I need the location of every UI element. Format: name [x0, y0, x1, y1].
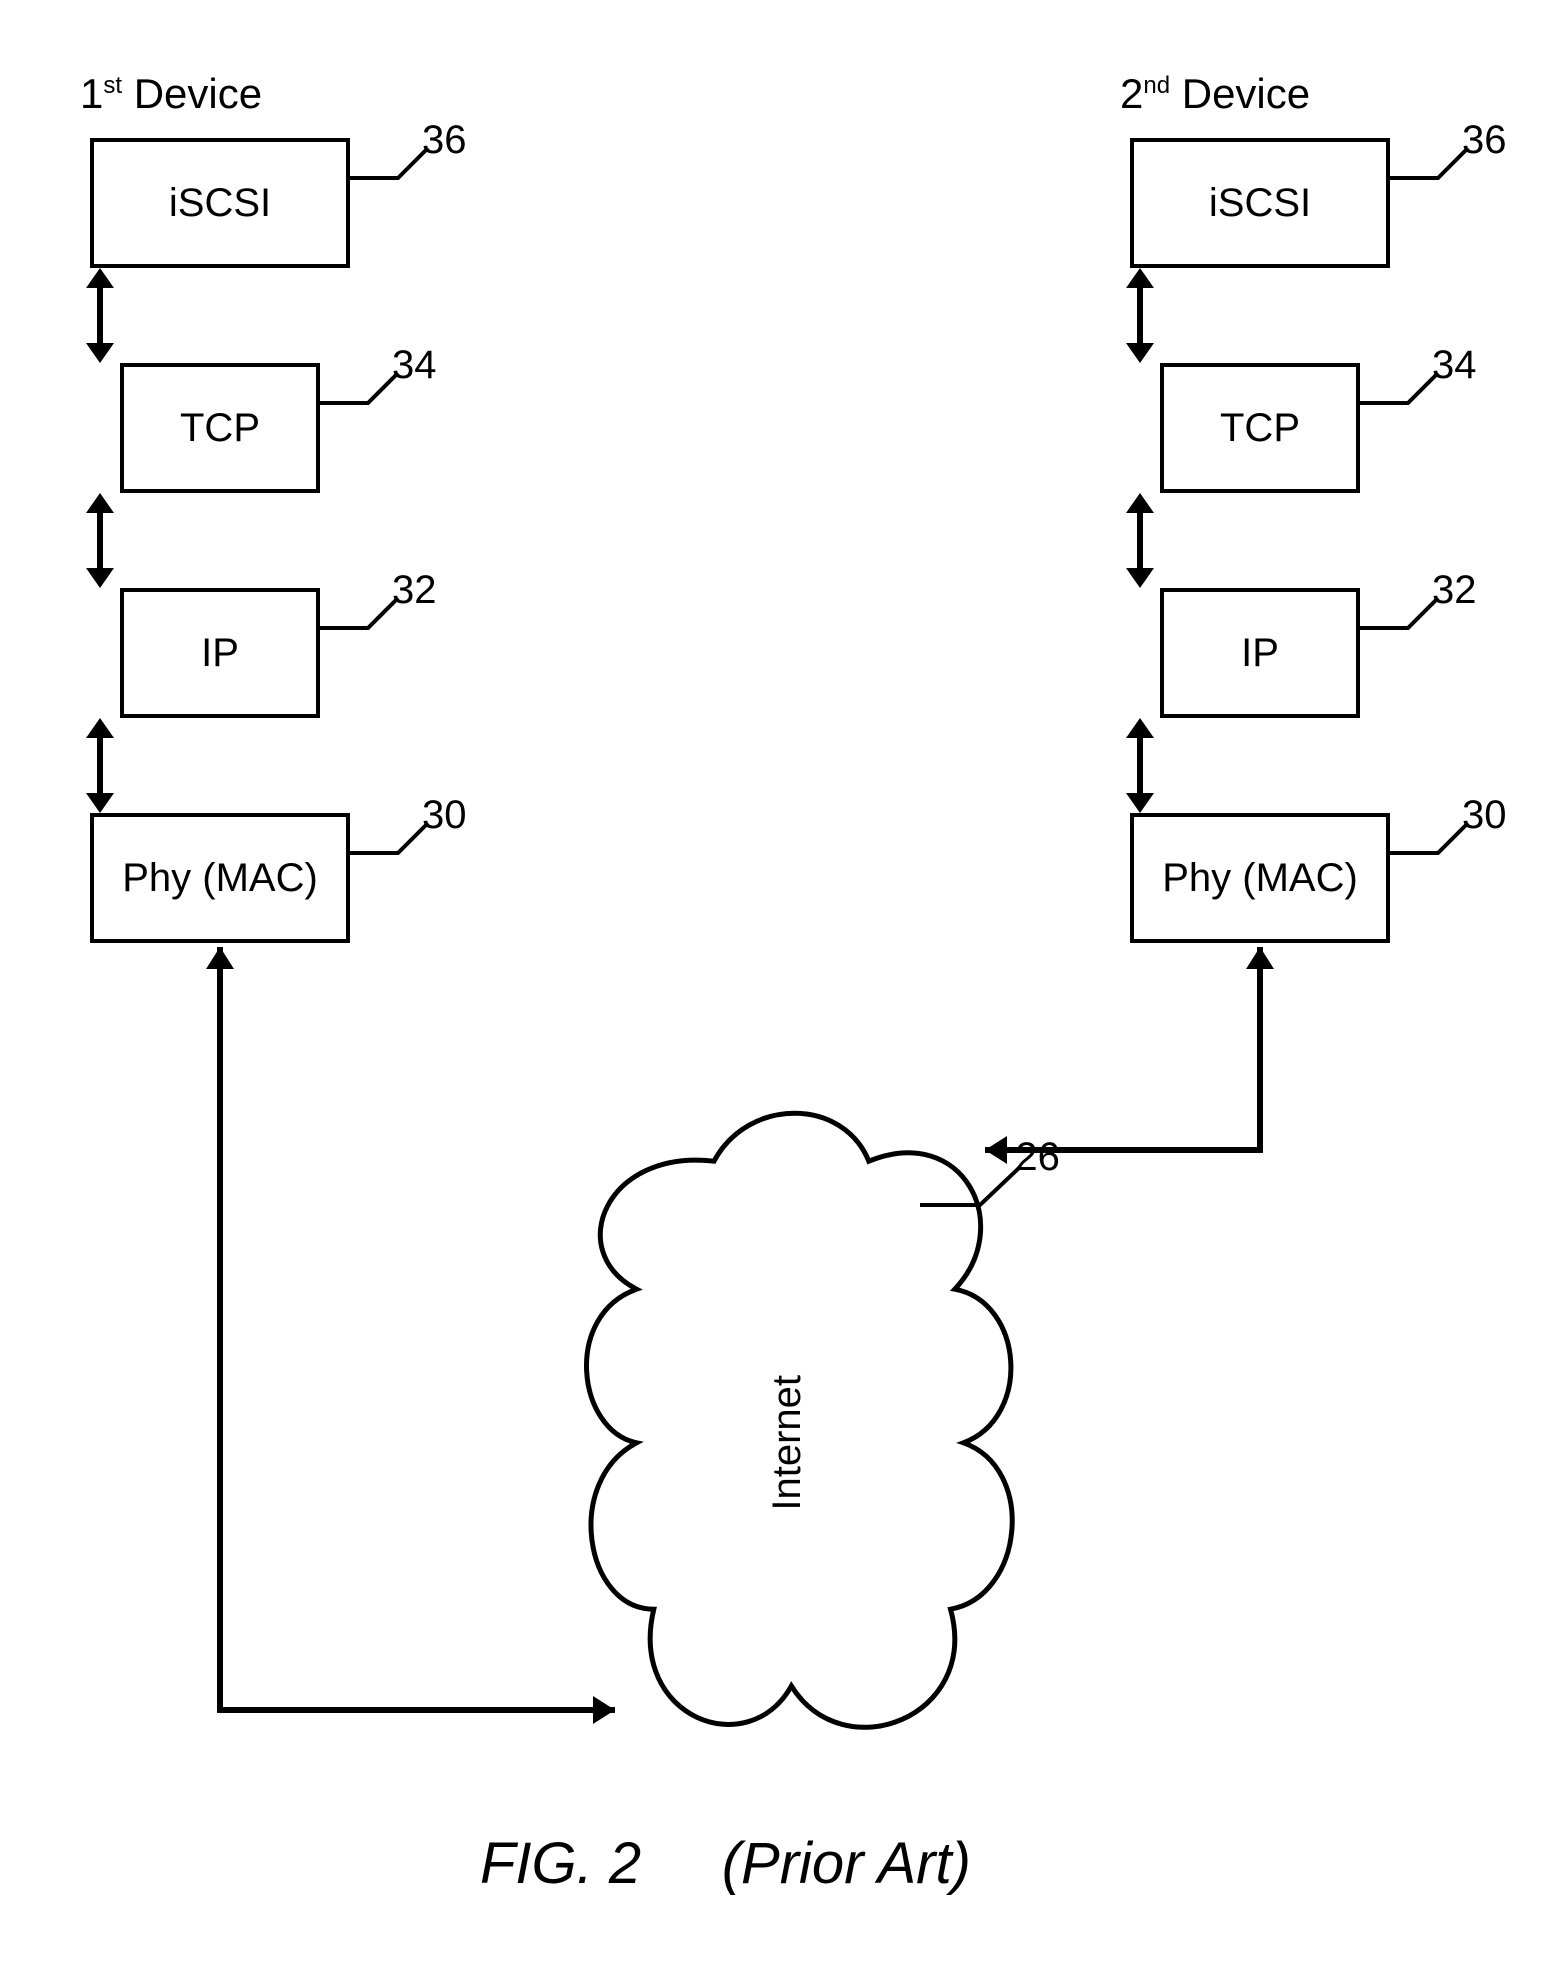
title-suffix: st [103, 72, 122, 99]
layer-box-phymac: Phy (MAC) [1130, 813, 1390, 943]
ref-number: 36 [1462, 118, 1507, 163]
title-ordinal: 2 [1120, 70, 1143, 117]
ref-number: 34 [1432, 343, 1477, 388]
ref-number: 30 [422, 793, 467, 838]
title-word: Device [122, 70, 262, 117]
ref-number: 32 [1432, 568, 1477, 613]
caption-fig: FIG. 2 [480, 1831, 641, 1896]
layer-arrow [70, 268, 130, 363]
layer-arrow [1110, 493, 1170, 588]
layer-arrow [70, 493, 130, 588]
layer-arrow [1110, 268, 1170, 363]
ref-leader [920, 1161, 1030, 1211]
ref-number: 26 [1015, 1135, 1060, 1180]
device-title-right: 2nd Device [1120, 70, 1310, 118]
title-ordinal: 1 [80, 70, 103, 117]
ref-number: 36 [422, 118, 467, 163]
layer-box-iscsi: iSCSI [1130, 138, 1390, 268]
layer-box-iscsi: iSCSI [90, 138, 350, 268]
layer-box-phymac: Phy (MAC) [90, 813, 350, 943]
caption-sub: (Prior Art) [722, 1831, 971, 1896]
layer-box-ip: IP [1160, 588, 1360, 718]
device-stack-right: 2nd Device iSCSI 36 TCP 34 IP [1110, 70, 1410, 943]
layer-arrow [70, 718, 130, 813]
device-title-left: 1st Device [80, 70, 262, 118]
internet-cloud: Internet 26 [585, 1110, 1015, 1755]
device-stack-left: 1st Device iSCSI 36 TCP 34 IP [70, 70, 370, 943]
layer-box-ip: IP [120, 588, 320, 718]
ref-number: 30 [1462, 793, 1507, 838]
title-suffix: nd [1143, 72, 1170, 99]
cloud-label: Internet [765, 1375, 809, 1511]
figure-caption: FIG. 2 (Prior Art) [480, 1830, 971, 1897]
layer-box-tcp: TCP [120, 363, 320, 493]
layer-arrow [1110, 718, 1170, 813]
title-word: Device [1170, 70, 1310, 117]
ref-number: 32 [392, 568, 437, 613]
layer-box-tcp: TCP [1160, 363, 1360, 493]
ref-number: 34 [392, 343, 437, 388]
